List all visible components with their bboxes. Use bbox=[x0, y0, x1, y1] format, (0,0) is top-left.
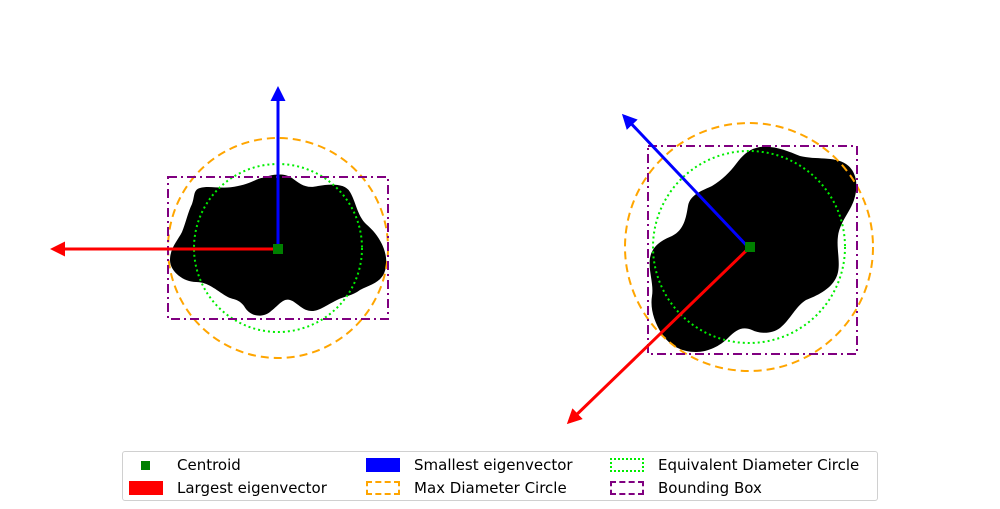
legend-label-largest: Largest eigenvector bbox=[177, 479, 327, 497]
right-smallest-eigenvector bbox=[621, 113, 751, 250]
legend-item-max-circle: Max Diameter Circle bbox=[366, 479, 567, 497]
right-shape-panel bbox=[566, 113, 874, 425]
left-shape-panel bbox=[50, 86, 389, 359]
right-equivalent-diameter-circle bbox=[652, 150, 846, 344]
legend-item-largest: Largest eigenvector bbox=[129, 479, 327, 497]
orange-dashed-patch-icon bbox=[366, 481, 400, 495]
legend-label-max-circle: Max Diameter Circle bbox=[414, 479, 567, 497]
right-max-diameter-circle bbox=[624, 122, 874, 372]
centroid-marker-icon bbox=[129, 458, 163, 472]
red-patch-icon bbox=[129, 481, 163, 495]
green-dotted-patch-icon bbox=[610, 458, 644, 472]
legend-item-equiv-circle: Equivalent Diameter Circle bbox=[610, 456, 859, 474]
legend-label-smallest: Smallest eigenvector bbox=[414, 456, 573, 474]
legend-item-smallest: Smallest eigenvector bbox=[366, 456, 573, 474]
legend-item-bbox: Bounding Box bbox=[610, 479, 762, 497]
right-centroid bbox=[745, 242, 755, 252]
legend-label-equiv-circle: Equivalent Diameter Circle bbox=[658, 456, 860, 474]
purple-dashdot-patch-icon bbox=[610, 481, 644, 495]
legend-label-centroid: Centroid bbox=[177, 456, 241, 474]
left-centroid bbox=[273, 244, 283, 254]
right-bounding-box bbox=[647, 145, 858, 355]
blue-patch-icon bbox=[366, 458, 400, 472]
legend-label-bbox: Bounding Box bbox=[658, 479, 762, 497]
legend-item-centroid: Centroid bbox=[129, 456, 241, 474]
legend: Centroid Largest eigenvector Smallest ei… bbox=[122, 451, 878, 501]
right-largest-eigenvector bbox=[566, 246, 751, 425]
